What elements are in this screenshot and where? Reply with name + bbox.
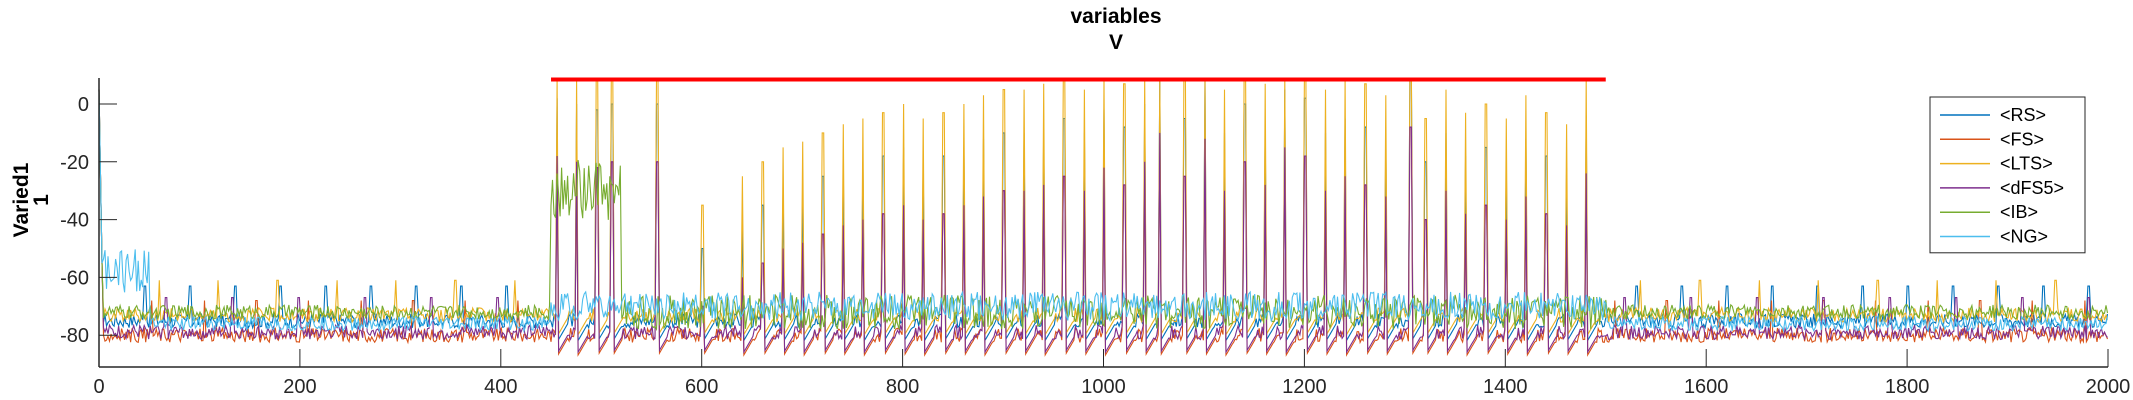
legend-entry: <RS> [2000,105,2046,125]
x-tick-label: 1000 [1081,376,1126,398]
x-tick-label: 600 [685,376,718,398]
chart-title-group: variables V [1070,5,1161,54]
x-tick-label: 0 [93,376,104,398]
x-tick-label: 2000 [2086,376,2131,398]
legend-entry: <NG> [2000,227,2048,247]
y-axis-label: Varied1 [10,162,33,237]
y-tick-label: -40 [60,210,89,232]
axes: 0 200 400 600 800 1000 1200 1400 1600 1800 2000 0 -2… [60,78,2130,398]
x-tick-label: 200 [283,376,316,398]
y-tick-label: -80 [60,325,89,347]
x-tick-label: 1600 [1684,376,1729,398]
y-tick-label: -20 [60,152,89,174]
x-tick-label: 800 [886,376,919,398]
y-tick-label: -60 [60,267,89,289]
x-tick-label: 1800 [1885,376,1930,398]
y-tick-label: 0 [78,94,89,116]
legend-entry: <LTS> [2000,154,2053,174]
chart-title: variables [1070,5,1161,28]
legend-entry: <IB> [2000,202,2038,222]
series-line-ng [98,89,2109,333]
legend-box [1929,96,2086,254]
y-axis-label-group: Varied1 1 [10,162,53,237]
chart-subtitle: V [1109,31,1123,54]
series-layer [98,77,2109,357]
legend-entry: <FS> [2000,129,2044,149]
legend-entry: <dFS5> [2000,178,2064,198]
x-tick-label: 1400 [1483,376,1528,398]
x-tick-label: 400 [484,376,517,398]
legend: <RS> <FS> <LTS> <dFS5> <IB> <NG> [1929,96,2086,254]
series-line-dfs5 [98,89,2108,355]
y-axis-label-2: 1 [30,194,53,206]
series-line-ib [98,89,2109,332]
x-tick-label: 1200 [1282,376,1327,398]
